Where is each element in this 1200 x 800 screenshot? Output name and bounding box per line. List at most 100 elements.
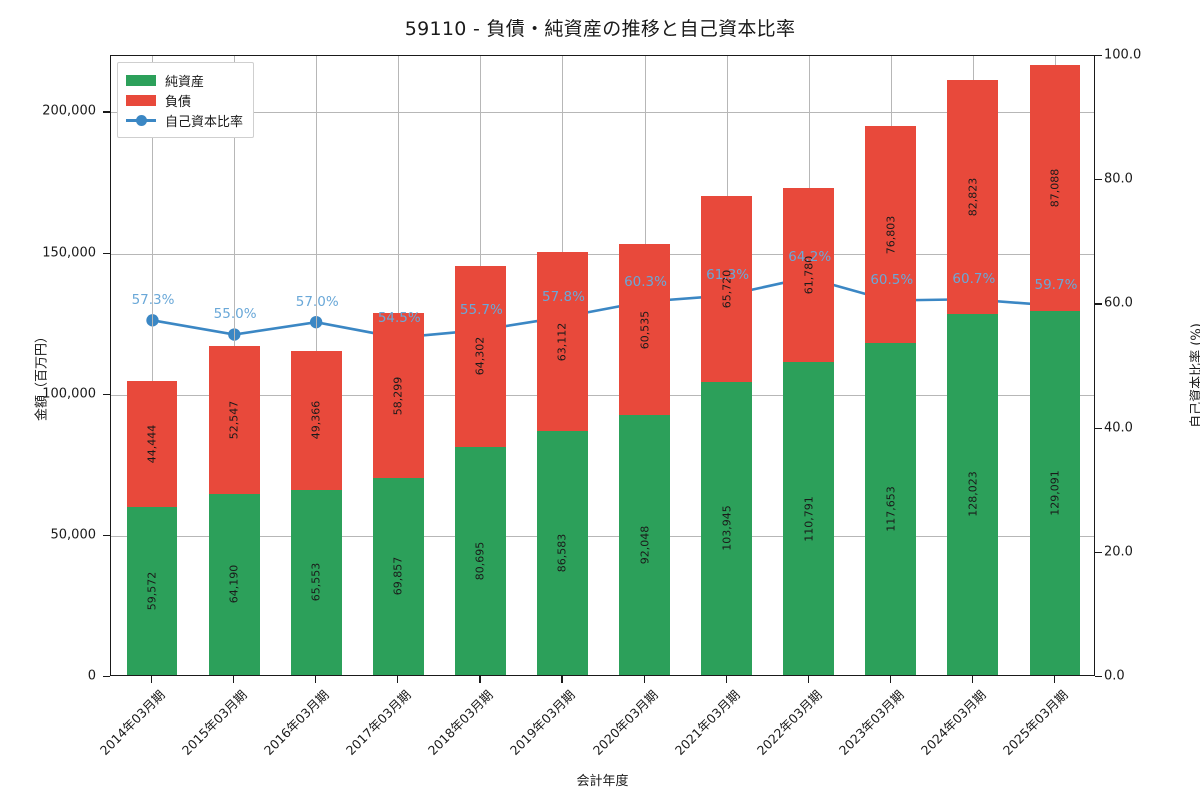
y-axis-tick-label-left: 50,000 [50, 527, 97, 543]
bar-segment-equity[interactable]: 69,857 [372, 477, 424, 675]
bar-value-label-liabilities: 87,088 [1048, 168, 1062, 207]
bar-stack[interactable]: 80,695 64,302 [454, 265, 506, 675]
x-axis-tick [643, 676, 645, 683]
bar-segment-equity[interactable]: 128,023 [947, 313, 999, 675]
bar-stack[interactable]: 65,553 49,366 [290, 350, 342, 675]
bar-stack[interactable]: 59,572 44,444 [126, 381, 178, 675]
chart-title: 59110 - 負債・純資産の推移と自己資本比率 [404, 18, 796, 40]
legend-item-equity-ratio[interactable]: 自己資本比率 [126, 110, 243, 130]
gridline-horizontal [111, 394, 1094, 396]
x-axis-tick [397, 676, 399, 683]
x-axis-tick [233, 676, 235, 683]
y-axis-tick-left [103, 534, 110, 537]
y-axis-tick-label-right: 0.0 [1104, 668, 1125, 684]
bar-segment-liabilities[interactable]: 61,780 [783, 187, 835, 363]
equity-ratio-value-label: 61.3% [706, 267, 750, 284]
equity-ratio-value-label: 60.3% [624, 273, 667, 290]
bar-segment-equity[interactable]: 92,048 [619, 415, 670, 675]
bar-value-label-equity: 103,945 [720, 505, 734, 552]
bar-value-label-equity: 86,583 [555, 533, 569, 573]
bar-segment-liabilities[interactable]: 64,302 [454, 265, 506, 448]
bar-segment-liabilities[interactable]: 82,823 [947, 79, 999, 314]
legend-item-equity[interactable]: 純資産 [126, 70, 243, 90]
equity-ratio-line [152, 276, 1053, 339]
bar-value-label-equity: 117,653 [884, 486, 898, 532]
y-axis-tick-right [1095, 551, 1102, 553]
bar-stack[interactable]: 64,190 52,547 [208, 345, 260, 675]
y-axis-tick-left [103, 676, 110, 678]
bar-segment-equity[interactable]: 59,572 [126, 506, 178, 675]
y-axis-tick-left [103, 252, 110, 254]
x-axis-tick [561, 676, 563, 683]
x-axis-tick [315, 676, 317, 683]
gridline-horizontal [111, 112, 1094, 114]
x-axis-tick-label: 2016年03月期 [261, 687, 332, 758]
bar-segment-liabilities[interactable]: 87,088 [1029, 64, 1081, 311]
x-axis-tick-label: 2020年03月期 [589, 687, 661, 758]
x-axis-tick-label: 2024年03月期 [917, 687, 989, 758]
bar-segment-liabilities[interactable]: 63,112 [537, 252, 588, 431]
bar-segment-equity[interactable]: 129,091 [1029, 310, 1081, 675]
equity-ratio-value-label: 55.0% [213, 306, 257, 323]
y-axis-tick-right [1095, 55, 1102, 57]
bar-value-label-liabilities: 58,299 [391, 376, 405, 415]
equity-ratio-value-label: 57.0% [295, 294, 339, 311]
bar-segment-liabilities[interactable]: 58,299 [372, 313, 424, 478]
x-axis-tick-label: 2022年03月期 [753, 687, 825, 758]
bar-segment-equity[interactable]: 117,653 [865, 342, 917, 675]
bar-segment-liabilities[interactable]: 76,803 [865, 126, 917, 343]
gridline-horizontal [111, 535, 1094, 537]
x-axis-label: 会計年度 [576, 774, 629, 789]
bar-segment-equity[interactable]: 80,695 [454, 447, 506, 675]
bar-stack[interactable]: 86,583 63,112 [537, 252, 588, 675]
bar-stack[interactable]: 92,048 60,535 [619, 244, 670, 675]
legend-label-equity-ratio: 自己資本比率 [165, 114, 244, 130]
bar-segment-equity[interactable]: 64,190 [208, 493, 260, 675]
bar-value-label-equity: 129,091 [1048, 470, 1062, 516]
y-axis-tick-label-left: 0 [87, 668, 96, 684]
legend-item-liabilities[interactable]: 負債 [126, 90, 243, 110]
y-axis-tick-right [1095, 427, 1102, 429]
y-axis-tick-left [103, 393, 110, 395]
x-axis-tick-label: 2021年03月期 [671, 687, 743, 758]
bar-value-label-liabilities: 82,823 [966, 177, 980, 217]
legend-label-equity: 純資産 [165, 74, 205, 90]
gridline-horizontal [111, 253, 1094, 255]
bar-segment-liabilities[interactable]: 49,366 [290, 350, 342, 490]
bar-segment-equity[interactable]: 65,553 [290, 489, 342, 675]
bar-segment-equity[interactable]: 103,945 [701, 381, 753, 675]
equity-ratio-value-label: 57.8% [542, 289, 585, 306]
bar-segment-equity[interactable]: 86,583 [537, 430, 588, 675]
bar-segment-liabilities[interactable]: 65,720 [701, 196, 753, 382]
y-axis-tick-label-left: 200,000 [42, 103, 96, 119]
x-axis-tick-label: 2017年03月期 [343, 687, 415, 758]
bar-stack[interactable]: 103,945 65,720 [701, 196, 753, 675]
bar-value-label-equity: 64,190 [227, 565, 241, 604]
plot-area: 59,572 44,444 64,190 52,547 65,553 49,366 69,8… [110, 55, 1095, 676]
bar-stack[interactable]: 110,791 61,780 [783, 187, 835, 675]
equity-ratio-value-label: 54.5% [377, 309, 421, 326]
bar-stack[interactable]: 69,857 58,299 [372, 313, 424, 675]
x-axis-tick [151, 676, 153, 683]
bar-value-label-liabilities: 60,535 [638, 310, 652, 350]
bar-value-label-equity: 80,695 [473, 541, 487, 581]
gridline-vertical [152, 56, 154, 675]
bar-stack[interactable]: 129,091 87,088 [1029, 64, 1081, 675]
bar-value-label-liabilities: 44,444 [145, 424, 159, 464]
y-axis-tick-right [1095, 303, 1102, 305]
equity-ratio-value-label: 55.7% [459, 302, 503, 319]
x-axis-tick-label: 2014年03月期 [96, 687, 168, 758]
bar-segment-equity[interactable]: 110,791 [783, 362, 835, 675]
y-axis-tick-label-right: 80.0 [1104, 171, 1133, 187]
bar-segment-liabilities[interactable]: 60,535 [619, 244, 670, 416]
bar-value-label-liabilities: 63,112 [555, 322, 569, 361]
legend-label-liabilities: 負債 [165, 94, 192, 110]
bar-value-label-liabilities: 76,803 [884, 215, 898, 254]
bar-segment-liabilities[interactable]: 44,444 [126, 381, 178, 507]
bar-stack[interactable]: 128,023 82,823 [947, 79, 999, 675]
legend-swatch-equity [126, 74, 156, 86]
bar-stack[interactable]: 117,653 76,803 [865, 126, 917, 675]
y-axis-tick-label-left: 100,000 [42, 386, 96, 402]
bar-segment-liabilities[interactable]: 52,547 [208, 345, 260, 494]
